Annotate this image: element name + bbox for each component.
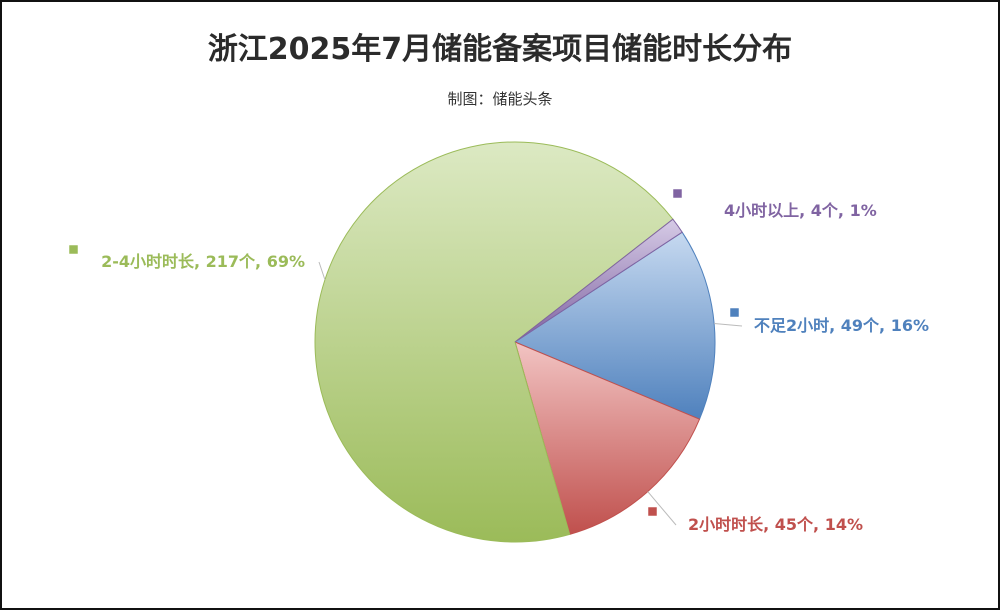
chart-subtitle: 制图：储能头条 (447, 90, 553, 108)
label-marker-2to4h (68, 244, 79, 255)
label-marker-lt2h (729, 307, 740, 318)
label-marker-gt4h (672, 188, 683, 199)
label-marker-2h (647, 506, 658, 517)
data-label-lt2h: 不足2小时, 49个, 16% (754, 316, 929, 335)
data-label-2to4h: 2-4小时时长, 217个, 69% (101, 252, 305, 271)
leader-line-lt2h (714, 323, 743, 327)
leader-line-2h (647, 491, 677, 526)
data-label-2h: 2小时时长, 45个, 14% (688, 515, 863, 534)
leader-line-2to4h (318, 261, 326, 280)
data-label-gt4h: 4小时以上, 4个, 1% (724, 201, 877, 220)
chart-title: 浙江2025年7月储能备案项目储能时长分布 (207, 32, 793, 67)
pie-slice-gt4h (514, 218, 683, 343)
pie-slice-2to4h (314, 141, 674, 543)
pie-slice-lt2h (513, 231, 716, 420)
